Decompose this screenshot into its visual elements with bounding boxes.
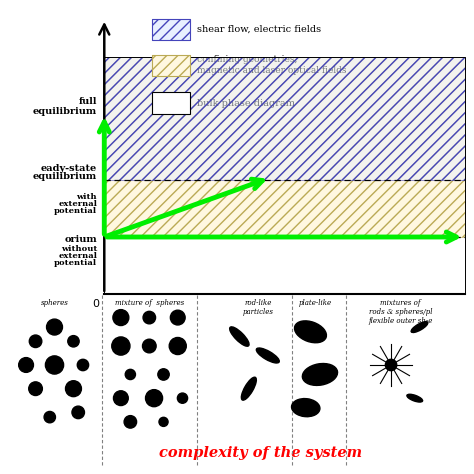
Bar (152, 19, 190, 40)
Ellipse shape (411, 322, 428, 332)
Bar (104, 57, 465, 294)
Text: shear flow, electric fields: shear flow, electric fields (197, 25, 321, 34)
Circle shape (169, 337, 186, 355)
Circle shape (29, 382, 42, 395)
Bar (104, 57, 465, 180)
Text: potential: potential (54, 207, 97, 215)
Circle shape (143, 311, 155, 324)
Text: mixture of  spheres: mixture of spheres (115, 299, 184, 307)
Circle shape (113, 391, 128, 406)
Text: potential: potential (54, 259, 97, 267)
Text: external: external (58, 200, 97, 208)
Circle shape (124, 416, 137, 428)
Ellipse shape (407, 394, 423, 402)
Circle shape (113, 310, 129, 326)
Circle shape (158, 369, 169, 380)
Bar (152, 19, 190, 40)
Circle shape (112, 337, 130, 355)
Circle shape (44, 411, 55, 423)
Text: full: full (79, 98, 97, 106)
Circle shape (72, 406, 84, 419)
Text: 0: 0 (92, 299, 100, 309)
Text: confining geometries,
magnetic and laser optical fields: confining geometries, magnetic and laser… (197, 55, 346, 75)
Ellipse shape (302, 364, 337, 385)
Ellipse shape (292, 399, 320, 417)
Text: equilibrium: equilibrium (33, 107, 97, 116)
Text: plate-like: plate-like (299, 299, 332, 307)
Circle shape (46, 319, 63, 335)
Text: equilibrium: equilibrium (33, 172, 97, 181)
Bar (104, 57, 465, 180)
Ellipse shape (256, 348, 279, 363)
Text: without: without (61, 245, 97, 253)
Text: mixtures of
rods & spheres/pl
flexible outer sh-e: mixtures of rods & spheres/pl flexible o… (368, 299, 433, 325)
Circle shape (77, 359, 89, 371)
Text: complexity of the system: complexity of the system (159, 446, 362, 460)
Circle shape (159, 417, 168, 427)
Text: spheres: spheres (41, 299, 68, 307)
Bar (104, 57, 465, 237)
Circle shape (65, 381, 82, 397)
Bar (104, 57, 465, 237)
Bar (152, 55, 190, 76)
Ellipse shape (230, 327, 249, 346)
Text: eady-state: eady-state (41, 164, 97, 173)
Circle shape (146, 390, 163, 407)
Ellipse shape (241, 377, 256, 400)
Bar (152, 19, 190, 40)
Circle shape (170, 310, 185, 325)
Bar (152, 92, 190, 114)
Text: with: with (76, 193, 97, 201)
Ellipse shape (294, 321, 327, 343)
Bar (104, 237, 465, 294)
Circle shape (177, 393, 188, 403)
Circle shape (125, 369, 136, 380)
Circle shape (68, 336, 79, 347)
Circle shape (18, 357, 34, 373)
Bar (152, 55, 190, 76)
Circle shape (143, 339, 156, 353)
Circle shape (46, 356, 64, 374)
Text: external: external (58, 252, 97, 260)
Text: orium: orium (64, 235, 97, 244)
Text: bulk phase diagram: bulk phase diagram (197, 99, 295, 108)
Text: rod-like
particles: rod-like particles (243, 299, 274, 316)
Circle shape (29, 335, 42, 347)
Bar (152, 55, 190, 76)
Circle shape (385, 359, 397, 371)
